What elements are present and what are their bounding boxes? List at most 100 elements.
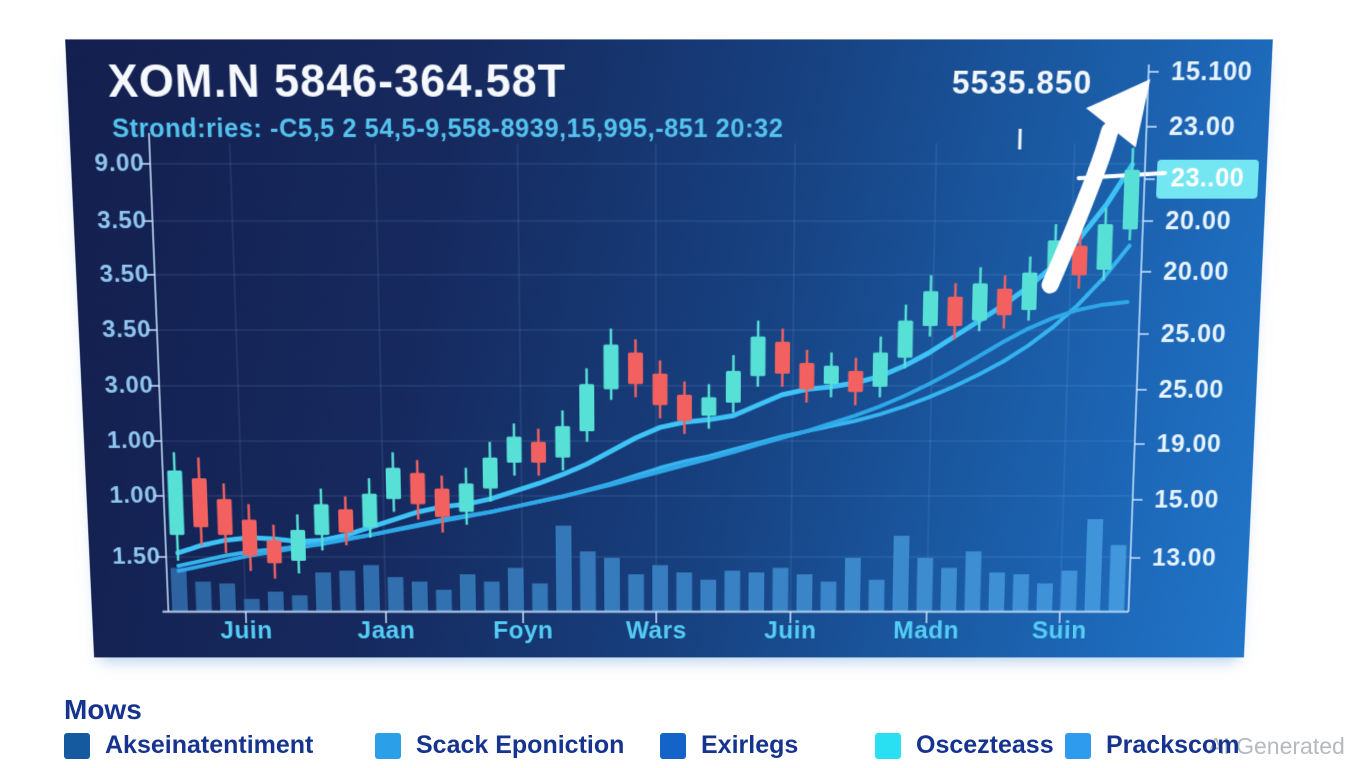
volume-bar <box>243 598 260 611</box>
candle-wick <box>345 496 346 545</box>
candle-wick <box>442 476 443 533</box>
candle-wick <box>1029 256 1031 320</box>
candle-wick <box>393 452 394 512</box>
x-axis-month-label: Juin <box>764 617 817 645</box>
candle-bearish <box>409 473 426 505</box>
candle-bearish <box>338 509 354 533</box>
candle-wick <box>979 267 981 331</box>
volume-bar <box>219 583 236 611</box>
ma-fast-line <box>162 164 1132 553</box>
candle-wick <box>905 305 906 369</box>
legend-item-label: Scack Eponiction <box>416 731 625 759</box>
volume-bar <box>459 574 476 611</box>
candle-bullish <box>897 320 914 358</box>
volume-bar <box>435 589 452 611</box>
candle-bullish <box>603 344 619 390</box>
candle-bullish <box>701 397 717 416</box>
candle-wick <box>198 457 201 545</box>
volume-bar <box>411 581 428 611</box>
volume-bar <box>555 525 573 611</box>
chart-subtitle: Strond:ries: -C5,5 2 54,5-9,558-8939,15,… <box>111 114 784 144</box>
volume-bar <box>483 581 500 611</box>
candle-wick <box>1130 148 1133 240</box>
candle-bearish <box>652 373 668 406</box>
legend-item[interactable]: Oscezteass <box>875 731 1054 760</box>
candle-wick <box>880 337 881 398</box>
volume-bar <box>291 595 308 611</box>
volume-bar <box>700 579 717 611</box>
candle-wick <box>930 275 931 336</box>
legend-item[interactable]: Scack Eponiction <box>375 731 624 760</box>
candle-wick <box>417 460 418 520</box>
volume-bar <box>988 572 1006 611</box>
ma-slow-line <box>168 302 1128 571</box>
ai-generated-watermark: AI Generated <box>1208 733 1345 759</box>
volume-bar <box>844 557 861 611</box>
candle-bearish <box>799 363 815 390</box>
candle-bullish <box>1122 169 1140 230</box>
volume-bar <box>940 567 958 611</box>
candle-wick <box>466 468 467 525</box>
candle-bullish <box>872 352 889 387</box>
candle-wick <box>1004 275 1005 328</box>
left-axis-tick-label: 1.50 <box>111 543 161 570</box>
right-axis-tick-label: 15.00 <box>1153 485 1220 513</box>
legend-item-label: Exirlegs <box>701 731 799 759</box>
legend-title: Mows <box>64 694 142 725</box>
volume-bar <box>796 574 813 611</box>
grid-lines <box>149 143 1146 611</box>
candle-wick <box>855 358 856 405</box>
volume-bar <box>1108 544 1127 611</box>
candle-bullish <box>555 426 571 458</box>
candle-wick <box>321 489 323 551</box>
white-trend-line <box>1079 173 1165 178</box>
candle-bullish <box>290 529 307 561</box>
candle-bullish <box>167 470 185 536</box>
candle-wick <box>297 514 299 573</box>
candle-wick <box>174 452 178 560</box>
right-axis-tick-label: 13.00 <box>1151 543 1217 571</box>
volume-bar <box>1084 519 1104 611</box>
legend-swatch-icon <box>1065 732 1091 759</box>
volume-bar <box>532 583 549 611</box>
candle-bullish <box>458 483 474 512</box>
candle-bearish <box>947 296 963 326</box>
volume-bar <box>170 567 188 611</box>
candle-bearish <box>627 352 644 385</box>
volume-bar <box>315 572 332 611</box>
left-axis-tick-label: 3.00 <box>103 371 154 399</box>
candle-wick <box>562 410 563 470</box>
candle-wick <box>1054 224 1056 289</box>
volume-bar <box>964 551 982 611</box>
volume-bar <box>387 577 404 611</box>
x-axis-month-label: Jaan <box>357 617 416 645</box>
candle-bullish <box>971 283 988 321</box>
candle-bullish <box>1046 240 1064 278</box>
x-axis-month-label: Suin <box>1031 617 1088 645</box>
left-axis-tick-label: 3.50 <box>101 316 152 344</box>
axes <box>137 64 1159 623</box>
legend-item[interactable]: Prackscom <box>1065 731 1239 760</box>
candle-bullish <box>506 436 522 463</box>
volume-bar <box>339 570 356 611</box>
legend-item-label: Akseinatentiment <box>105 731 314 759</box>
candle-bearish <box>241 519 258 556</box>
candle-bullish <box>313 504 330 536</box>
legend-item[interactable]: Akseinatentiment <box>64 731 313 760</box>
chart-panel: XOM.N 5846-364.58T Strond:ries: -C5,5 2 … <box>65 39 1273 658</box>
volume-bar <box>267 591 284 611</box>
candle-bullish <box>385 467 402 499</box>
candle-bearish <box>266 540 282 564</box>
volume-bar <box>628 574 645 611</box>
legend-item[interactable]: Exirlegs <box>660 731 798 760</box>
candle-wick <box>369 478 370 537</box>
right-axis-tick-label: 23.00 <box>1168 111 1236 141</box>
left-axis-tick-label: 3.50 <box>98 260 150 288</box>
candle-bearish <box>216 498 233 536</box>
x-axis-month-label: Wars <box>625 617 687 645</box>
candle-wick <box>224 483 226 553</box>
volume-bar <box>724 570 741 611</box>
volume-bar <box>748 572 765 611</box>
candle-wick <box>514 424 515 476</box>
candle-bullish <box>361 493 378 528</box>
